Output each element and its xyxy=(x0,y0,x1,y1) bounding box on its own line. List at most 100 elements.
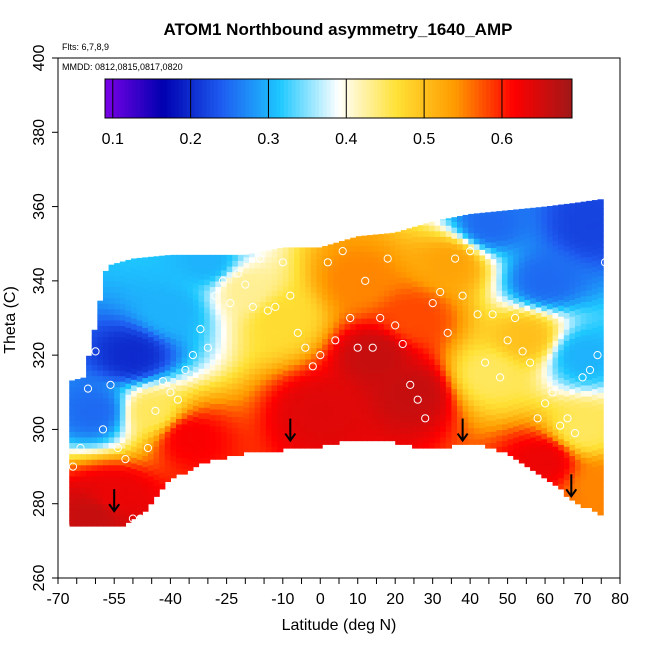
heatmap-cell xyxy=(305,358,312,366)
heatmap-cell xyxy=(136,414,143,421)
heatmap-cell xyxy=(119,403,127,410)
heatmap-cell xyxy=(294,375,301,382)
colorbar-segment xyxy=(381,79,386,118)
heatmap-cell xyxy=(558,249,565,256)
heatmap-cell xyxy=(389,345,396,353)
observation-point xyxy=(338,247,347,256)
heatmap-cell xyxy=(383,262,391,269)
heatmap-cell xyxy=(322,344,329,351)
heatmap-cell xyxy=(395,243,402,250)
heatmap-cell xyxy=(187,453,194,460)
heatmap-cell xyxy=(395,277,402,284)
heatmap-cell xyxy=(147,386,155,393)
heatmap-cell xyxy=(215,409,222,416)
heatmap-cell xyxy=(479,232,486,239)
heatmap-cell xyxy=(271,267,278,275)
heatmap-cell xyxy=(378,373,385,380)
heatmap-cell xyxy=(580,245,587,252)
heatmap-cell xyxy=(501,418,509,425)
heatmap-cell xyxy=(434,297,441,304)
heatmap-cell xyxy=(563,273,571,280)
heatmap-cell xyxy=(597,414,604,421)
heatmap-cell xyxy=(440,280,447,288)
heatmap-cell xyxy=(164,336,171,343)
heatmap-cell xyxy=(142,277,149,284)
heatmap-cell xyxy=(518,251,526,258)
heatmap-cell xyxy=(69,453,76,460)
heatmap-cell xyxy=(136,336,143,343)
heatmap-cell xyxy=(513,292,520,299)
heatmap-cell xyxy=(541,227,548,234)
heatmap-cell xyxy=(395,388,402,395)
heatmap-cell xyxy=(142,405,149,412)
heatmap-cell xyxy=(131,468,138,475)
heatmap-cell xyxy=(80,498,87,505)
heatmap-cell xyxy=(428,409,436,416)
heatmap-cell xyxy=(530,241,537,249)
heatmap-cell xyxy=(597,275,604,282)
heatmap-cell xyxy=(535,384,542,392)
heatmap-cell xyxy=(164,292,171,299)
heatmap-cell xyxy=(575,397,582,405)
heatmap-cell xyxy=(215,420,222,427)
heatmap-cell xyxy=(457,243,464,250)
heatmap-cell xyxy=(237,394,245,401)
colorbar-segment xyxy=(171,79,176,118)
heatmap-cell xyxy=(136,409,143,416)
heatmap-cell xyxy=(580,240,587,247)
heatmap-cell xyxy=(591,221,599,228)
heatmap-cell xyxy=(265,290,273,297)
heatmap-cell xyxy=(97,420,104,427)
heatmap-cell xyxy=(367,351,374,358)
heatmap-cell xyxy=(412,226,419,232)
heatmap-cell xyxy=(249,340,256,347)
heatmap-cell xyxy=(142,260,149,267)
heatmap-cell xyxy=(108,425,115,432)
heatmap-cell xyxy=(507,394,514,401)
heatmap-cell xyxy=(339,396,346,403)
colorbar-segment xyxy=(354,79,359,118)
heatmap-cell xyxy=(468,293,475,301)
heatmap-cell xyxy=(339,323,346,330)
heatmap-cell xyxy=(575,475,582,483)
heatmap-cell xyxy=(305,269,312,276)
heatmap-cell xyxy=(501,390,509,397)
heatmap-cell xyxy=(569,405,576,412)
heatmap-cell xyxy=(254,412,261,419)
heatmap-cell xyxy=(580,451,587,458)
heatmap-cell xyxy=(74,470,82,477)
heatmap-cell xyxy=(558,344,565,351)
heatmap-cell xyxy=(535,435,542,442)
heatmap-cell xyxy=(417,425,424,432)
heatmap-cell xyxy=(569,371,576,379)
heatmap-cell xyxy=(170,360,177,367)
heatmap-cell xyxy=(249,334,256,341)
heatmap-cell xyxy=(485,375,492,382)
heatmap-cell xyxy=(153,357,160,364)
heatmap-cell xyxy=(575,403,582,410)
heatmap-cell xyxy=(546,459,554,466)
heatmap-cell xyxy=(535,462,542,470)
heatmap-cell xyxy=(372,351,379,358)
heatmap-cell xyxy=(86,370,93,377)
heatmap-cell xyxy=(97,342,104,349)
heatmap-cell xyxy=(322,288,329,295)
heatmap-cell xyxy=(569,327,576,334)
heatmap-cell xyxy=(327,399,334,406)
heatmap-cell xyxy=(575,202,582,210)
heatmap-cell xyxy=(198,435,205,442)
heatmap-cell xyxy=(496,312,503,319)
heatmap-cell xyxy=(265,423,273,431)
colorbar-segment xyxy=(330,79,336,118)
heatmap-cell xyxy=(86,520,93,527)
colorbar-segment xyxy=(202,79,207,118)
heatmap-cell xyxy=(569,310,576,317)
heatmap-cell xyxy=(400,410,408,418)
heatmap-cell xyxy=(159,299,166,306)
heatmap-cell xyxy=(333,360,340,367)
heatmap-cell xyxy=(355,412,363,419)
heatmap-cell xyxy=(350,267,357,275)
heatmap-cell xyxy=(260,290,267,297)
heatmap-cell xyxy=(507,277,514,284)
heatmap-cell xyxy=(417,375,424,382)
